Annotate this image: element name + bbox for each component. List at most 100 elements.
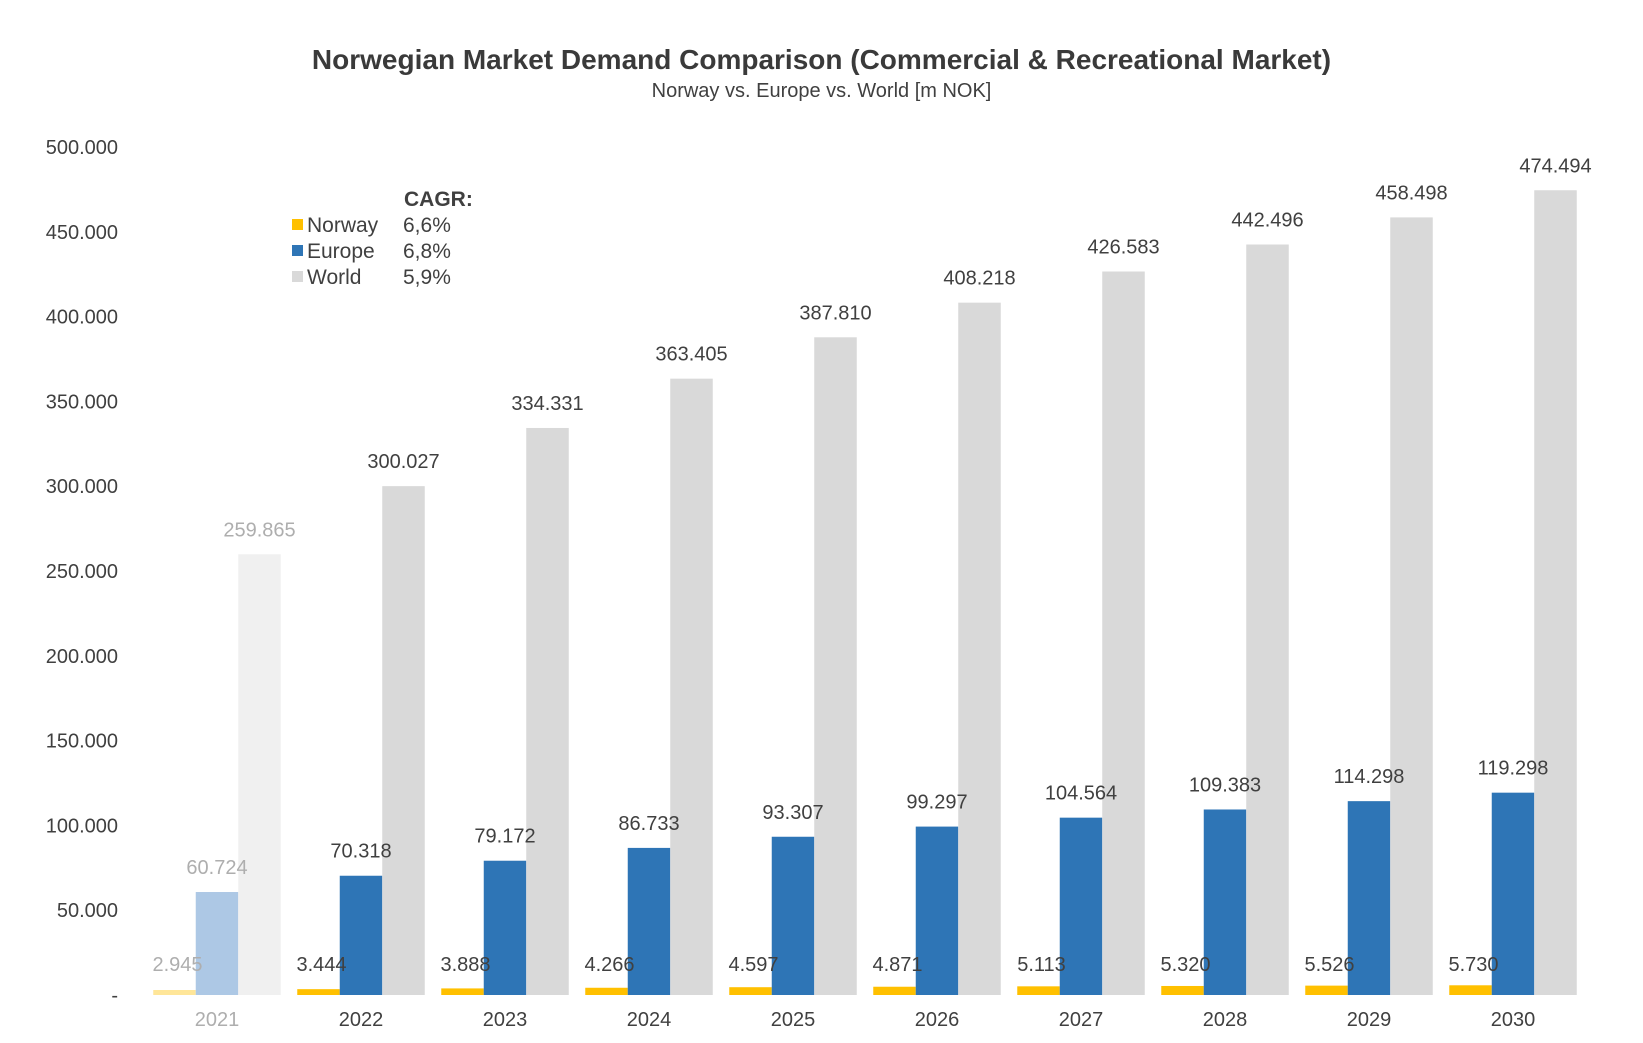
y-axis: - 50.000 100.000 150.000 200.000 250.000 300.0… (46, 137, 118, 1007)
data-label-norway: 3.444 (296, 954, 346, 976)
data-label-europe: 109.383 (1189, 774, 1261, 796)
data-label-europe: 70.318 (330, 841, 391, 863)
bar-europe (627, 847, 671, 995)
legend-swatch-europe (292, 245, 303, 256)
data-labels: 2.945 60.724 259.865 3.444 70.318 300.027 3.88… (152, 155, 1591, 976)
bar-norway (1161, 985, 1204, 995)
data-label-norway: 5.113 (1017, 954, 1066, 976)
data-label-world: 387.810 (799, 302, 871, 324)
x-tick-label: 2027 (1059, 1009, 1104, 1031)
data-label-norway: 5.320 (1160, 954, 1210, 976)
bar-world (1102, 271, 1145, 995)
data-label-europe: 119.298 (1478, 758, 1549, 780)
x-tick-label: 2029 (1347, 1009, 1392, 1031)
legend-item-europe: Europe 6,8% (292, 240, 451, 266)
bar-world (670, 378, 713, 995)
x-tick-label: 2028 (1203, 1009, 1248, 1031)
x-tick-label: 2024 (627, 1009, 672, 1031)
data-label-world: 408.218 (943, 268, 1015, 290)
bar-world (238, 554, 281, 995)
y-tick-label: 500.000 (46, 137, 118, 159)
legend-item-world: World 5,9% (292, 266, 451, 292)
bar-europe (1203, 809, 1247, 995)
y-tick-label: 350.000 (46, 391, 118, 413)
y-tick-label: 250.000 (46, 561, 118, 583)
bar-norway (1449, 985, 1492, 995)
bar-europe (483, 860, 527, 995)
data-label-norway: 2.945 (152, 954, 202, 976)
x-tick-label: 2025 (771, 1009, 816, 1031)
x-tick-label: 2022 (339, 1009, 384, 1031)
data-label-world: 442.496 (1231, 210, 1303, 232)
data-label-europe: 60.724 (186, 857, 247, 879)
bar-europe (771, 836, 815, 995)
data-label-europe: 114.298 (1334, 766, 1405, 788)
bars (153, 190, 1577, 996)
x-tick-label: 2023 (483, 1009, 528, 1031)
data-label-world: 259.865 (223, 519, 295, 541)
data-label-europe: 104.564 (1045, 783, 1117, 805)
bar-norway (297, 989, 340, 995)
data-label-world: 363.405 (655, 344, 727, 366)
legend-item-norway: Norway 6,6% (292, 214, 451, 240)
bar-norway (441, 988, 484, 995)
y-tick-label: 400.000 (46, 307, 118, 329)
x-tick-label: 2026 (915, 1009, 960, 1031)
bar-europe (1059, 817, 1103, 995)
bar-norway (153, 990, 196, 995)
bar-norway (873, 986, 916, 995)
legend-label-europe: Europe (307, 240, 375, 263)
y-tick-label: 100.000 (46, 815, 118, 837)
data-label-europe: 86.733 (618, 813, 679, 835)
bar-world (1246, 244, 1289, 995)
legend-label-world: World (307, 266, 362, 289)
bar-world (1390, 217, 1433, 995)
y-tick-label: 200.000 (46, 646, 118, 668)
bar-norway (729, 987, 772, 995)
data-label-norway: 4.871 (872, 954, 922, 976)
y-tick-label: 150.000 (46, 731, 118, 753)
data-label-norway: 3.888 (440, 954, 490, 976)
chart-subtitle: Norway vs. Europe vs. World [m NOK] (651, 80, 992, 102)
bar-world (526, 427, 569, 995)
x-tick-label: 2021 (195, 1009, 240, 1031)
bar-norway (1017, 986, 1060, 995)
bar-world (1534, 190, 1577, 995)
legend-cagr-norway: 6,6% (403, 214, 451, 237)
data-label-world: 426.583 (1087, 237, 1159, 259)
y-tick-label: 50.000 (57, 900, 118, 922)
legend-cagr-world: 5,9% (403, 266, 451, 289)
data-label-norway: 4.266 (584, 954, 634, 976)
bar-norway (1305, 985, 1348, 995)
data-label-europe: 79.172 (474, 826, 535, 848)
data-label-world: 458.498 (1375, 182, 1447, 204)
legend-swatch-world (292, 271, 303, 282)
y-tick-label: 450.000 (46, 222, 118, 244)
bar-world (382, 486, 425, 995)
legend-cagr-europe: 6,8% (403, 240, 451, 263)
data-label-world: 474.494 (1519, 155, 1591, 177)
data-label-world: 334.331 (511, 393, 583, 415)
x-axis: 2021 2022 2023 2024 2025 2026 2027 2028 2029 2030 (145, 994, 1585, 1031)
data-label-world: 300.027 (367, 451, 439, 473)
legend-swatch-norway (292, 219, 303, 230)
data-label-norway: 4.597 (728, 954, 778, 976)
bar-europe (195, 892, 239, 995)
data-label-europe: 99.297 (906, 792, 967, 814)
bar-europe (339, 875, 383, 995)
chart-title: Norwegian Market Demand Comparison (Comm… (311, 44, 1332, 75)
data-label-norway: 5.526 (1304, 954, 1354, 976)
y-tick-label: - (111, 985, 118, 1007)
bar-europe (1491, 792, 1535, 995)
bar-world (814, 337, 857, 995)
legend-label-norway: Norway (307, 214, 379, 237)
bar-europe (915, 826, 959, 995)
y-tick-label: 300.000 (46, 476, 118, 498)
bar-europe (1347, 801, 1391, 995)
data-label-norway: 5.730 (1448, 954, 1498, 976)
x-tick-label: 2030 (1491, 1009, 1536, 1031)
data-label-europe: 93.307 (762, 802, 823, 824)
legend-cagr-header: CAGR: (404, 188, 473, 211)
bar-world (958, 302, 1001, 996)
